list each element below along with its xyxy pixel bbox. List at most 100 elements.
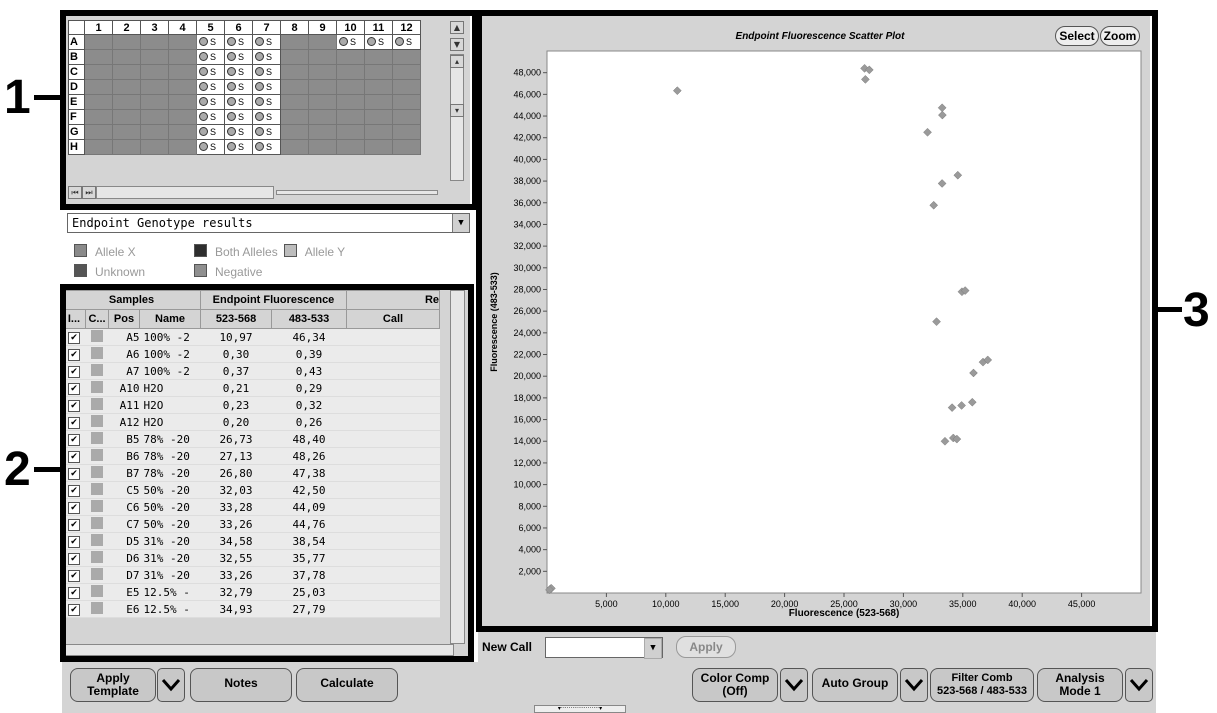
scroll-last-button[interactable]: ⏭ bbox=[82, 186, 96, 199]
plate-well-sample[interactable]: S bbox=[252, 34, 281, 50]
cell-call[interactable] bbox=[346, 532, 440, 550]
plate-well-empty[interactable] bbox=[84, 124, 113, 140]
cell-call[interactable] bbox=[346, 362, 440, 380]
plate-well-sample[interactable]: S bbox=[224, 124, 253, 140]
plate-row-header[interactable]: H bbox=[68, 139, 85, 155]
plate-well-empty[interactable] bbox=[84, 64, 113, 80]
panel-resize-handle[interactable]: ▾····················▾ bbox=[534, 705, 626, 713]
plate-well-sample[interactable]: S bbox=[336, 34, 365, 50]
plate-well-sample[interactable]: S bbox=[364, 34, 393, 50]
plate-col-header[interactable]: 12 bbox=[392, 20, 421, 35]
sample-color-swatch[interactable] bbox=[91, 601, 103, 614]
include-checkbox[interactable]: ✔ bbox=[68, 553, 80, 565]
auto-group-button[interactable]: Auto Group bbox=[812, 668, 898, 702]
plate-well-empty[interactable] bbox=[392, 124, 421, 140]
col-523-568[interactable]: 523-568 bbox=[200, 309, 272, 329]
include-checkbox[interactable]: ✔ bbox=[68, 570, 80, 582]
scroll-down-button[interactable]: ▾ bbox=[450, 104, 464, 117]
plate-well-sample[interactable]: S bbox=[252, 124, 281, 140]
col-483-533[interactable]: 483-533 bbox=[271, 309, 347, 329]
plate-well-sample[interactable]: S bbox=[252, 79, 281, 95]
sample-color-swatch[interactable] bbox=[91, 533, 103, 546]
plate-well-sample[interactable]: S bbox=[196, 109, 225, 125]
filter-comb-button[interactable]: Filter Comb 523-568 / 483-533 bbox=[930, 668, 1034, 702]
table-row[interactable]: ✔ D5 31% -20 34,58 38,54 bbox=[62, 532, 440, 550]
plate-well-sample[interactable]: S bbox=[196, 49, 225, 65]
notes-button[interactable]: Notes bbox=[190, 668, 292, 702]
plate-well-empty[interactable] bbox=[364, 64, 393, 80]
apply-template-button[interactable]: Apply Template bbox=[70, 668, 156, 702]
table-row[interactable]: ✔ E6 12.5% -34,93 27,79 bbox=[62, 600, 440, 618]
table-row[interactable]: ✔ A6 100% -2 0,30 0,39 bbox=[62, 345, 440, 363]
plate-well-empty[interactable] bbox=[280, 79, 309, 95]
table-row[interactable]: ✔ E5 12.5% -32,79 25,03 bbox=[62, 583, 440, 601]
include-checkbox[interactable]: ✔ bbox=[68, 519, 80, 531]
sample-color-swatch[interactable] bbox=[91, 414, 103, 427]
plate-col-header[interactable]: 11 bbox=[364, 20, 393, 35]
table-row[interactable]: ✔ C7 50% -20 33,26 44,76 bbox=[62, 515, 440, 533]
include-checkbox[interactable]: ✔ bbox=[68, 383, 80, 395]
include-checkbox[interactable]: ✔ bbox=[68, 604, 80, 616]
cell-call[interactable] bbox=[346, 549, 440, 567]
plate-well-empty[interactable] bbox=[308, 94, 337, 110]
cell-call[interactable] bbox=[346, 396, 440, 414]
sample-color-swatch[interactable] bbox=[91, 380, 103, 393]
plate-well-empty[interactable] bbox=[364, 124, 393, 140]
sample-color-swatch[interactable] bbox=[91, 567, 103, 580]
select-button[interactable]: Select bbox=[1055, 26, 1099, 46]
cell-call[interactable] bbox=[346, 447, 440, 465]
plate-well-empty[interactable] bbox=[308, 124, 337, 140]
sample-color-swatch[interactable] bbox=[91, 431, 103, 444]
include-checkbox[interactable]: ✔ bbox=[68, 332, 80, 344]
chevron-down-icon[interactable]: ▼ bbox=[644, 638, 662, 659]
plate-well-sample[interactable]: S bbox=[196, 94, 225, 110]
plate-well-empty[interactable] bbox=[112, 139, 141, 155]
col-color[interactable]: C... bbox=[85, 309, 109, 329]
plate-col-header[interactable]: 6 bbox=[224, 20, 253, 35]
col-pos[interactable]: Pos bbox=[108, 309, 140, 329]
include-checkbox[interactable]: ✔ bbox=[68, 400, 80, 412]
plate-well-empty[interactable] bbox=[168, 34, 197, 50]
plate-well-empty[interactable] bbox=[308, 139, 337, 155]
plate-well-empty[interactable] bbox=[392, 94, 421, 110]
calculate-button[interactable]: Calculate bbox=[296, 668, 398, 702]
plate-well-empty[interactable] bbox=[364, 79, 393, 95]
plate-well-empty[interactable] bbox=[84, 79, 113, 95]
table-row[interactable]: ✔ B6 78% -20 27,13 48,26 bbox=[62, 447, 440, 465]
plate-well-empty[interactable] bbox=[140, 139, 169, 155]
plate-zoom-slider[interactable] bbox=[276, 190, 438, 195]
plate-well-sample[interactable]: S bbox=[252, 94, 281, 110]
table-row[interactable]: ✔ D7 31% -20 33,26 37,78 bbox=[62, 566, 440, 584]
plate-well-empty[interactable] bbox=[336, 109, 365, 125]
plate-well-empty[interactable] bbox=[392, 109, 421, 125]
plate-well-empty[interactable] bbox=[308, 109, 337, 125]
plate-col-header[interactable]: 4 bbox=[168, 20, 197, 35]
sample-color-swatch[interactable] bbox=[91, 363, 103, 376]
sample-color-swatch[interactable] bbox=[91, 465, 103, 478]
plate-well-sample[interactable]: S bbox=[224, 94, 253, 110]
auto-group-dropdown[interactable] bbox=[900, 668, 928, 702]
plate-well-empty[interactable] bbox=[308, 34, 337, 50]
cell-call[interactable] bbox=[346, 515, 440, 533]
plate-well-sample[interactable]: S bbox=[196, 139, 225, 155]
sample-color-swatch[interactable] bbox=[91, 397, 103, 410]
sample-color-swatch[interactable] bbox=[91, 448, 103, 461]
new-call-select[interactable]: ▼ bbox=[545, 637, 663, 659]
plate-well-empty[interactable] bbox=[168, 94, 197, 110]
plate-well-empty[interactable] bbox=[392, 139, 421, 155]
chevron-down-icon[interactable]: ▼ bbox=[452, 214, 469, 232]
plate-well-empty[interactable] bbox=[112, 49, 141, 65]
table-vertical-scrollbar[interactable] bbox=[450, 290, 465, 644]
col-call[interactable]: Call bbox=[346, 309, 440, 329]
plate-row-header[interactable]: A bbox=[68, 34, 85, 50]
plate-col-header[interactable]: 1 bbox=[84, 20, 113, 35]
table-row[interactable]: ✔ C6 50% -20 33,28 44,09 bbox=[62, 498, 440, 516]
plate-col-header[interactable]: 10 bbox=[336, 20, 365, 35]
include-checkbox[interactable]: ✔ bbox=[68, 349, 80, 361]
plate-well-empty[interactable] bbox=[364, 49, 393, 65]
cell-call[interactable] bbox=[346, 345, 440, 363]
plate-col-header[interactable]: 2 bbox=[112, 20, 141, 35]
plate-well-sample[interactable]: S bbox=[252, 139, 281, 155]
sample-color-swatch[interactable] bbox=[91, 482, 103, 495]
include-checkbox[interactable]: ✔ bbox=[68, 536, 80, 548]
